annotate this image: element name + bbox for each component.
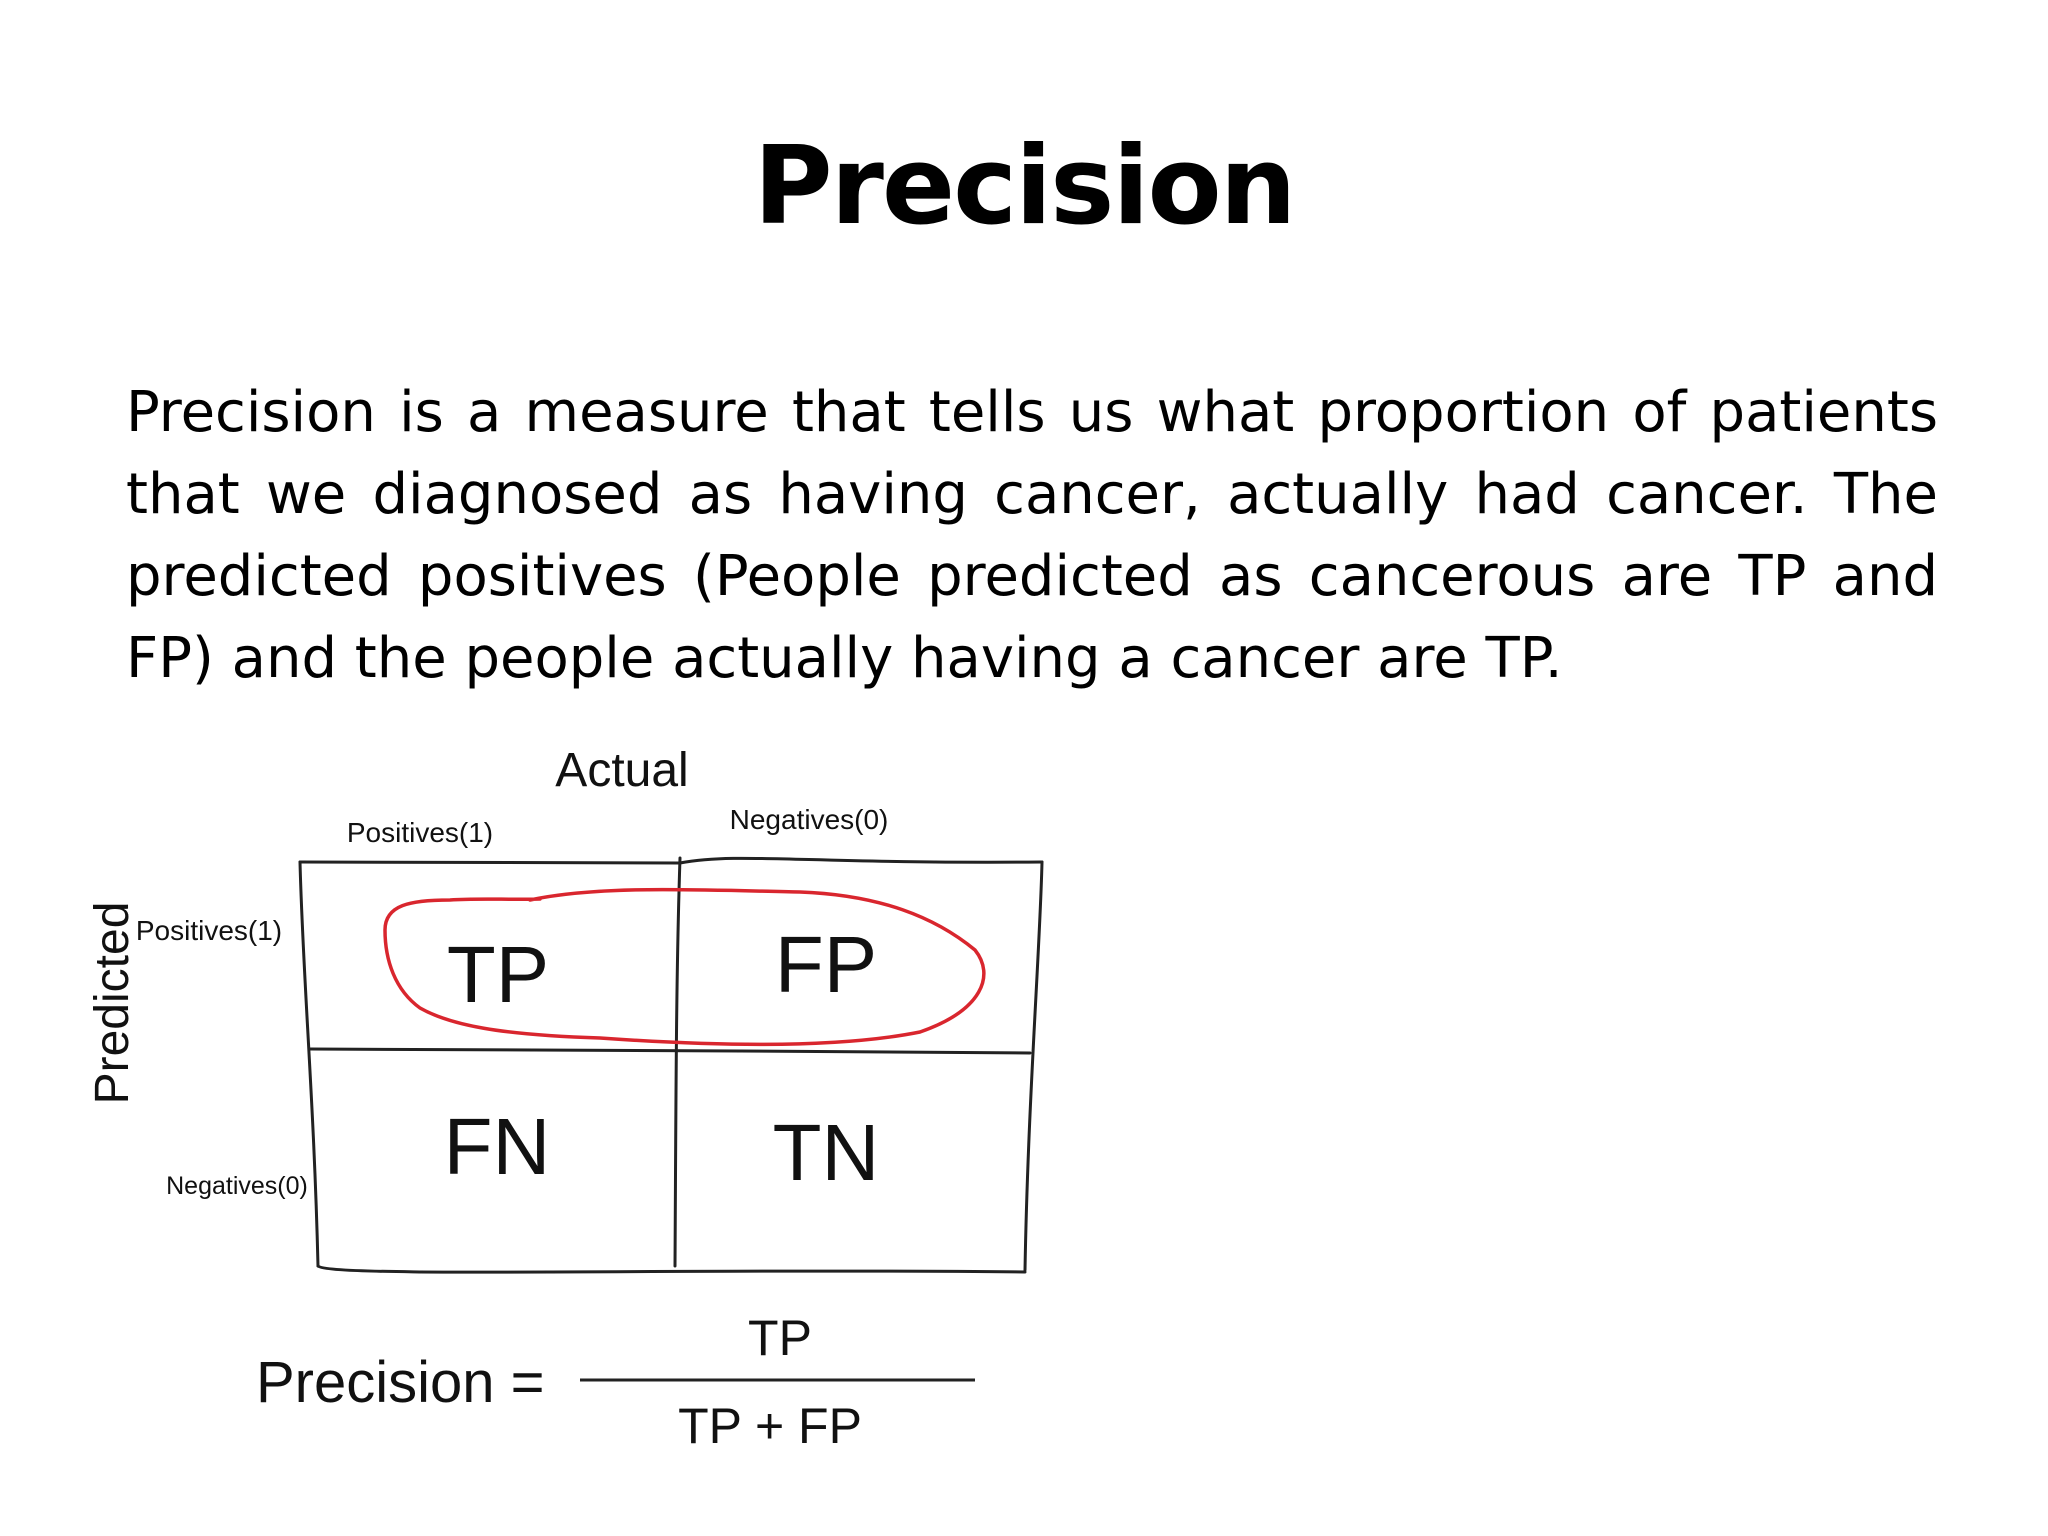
row-header-positives: Positives(1) [136,915,282,946]
column-header-positives: Positives(1) [347,817,493,848]
row-header-negatives: Negatives(0) [166,1172,308,1200]
cell-false-positive: FP [775,920,877,1009]
column-header-negatives: Negatives(0) [730,804,889,835]
slide-body-text: Precision is a measure that tells us wha… [126,380,1938,691]
predicted-axis-label: Predicted [86,902,139,1105]
predicted-positive-highlight [383,887,986,1047]
grid-bottom-edge [316,1264,1027,1274]
grid-left-edge [298,860,320,1268]
formula-lhs: Precision = [256,1350,545,1415]
grid-right-edge [1023,860,1044,1272]
grid-top-edge [298,856,1044,865]
actual-axis-label: Actual [555,744,688,797]
formula-numerator: TP [748,1310,812,1366]
cell-false-negative: FN [444,1102,551,1191]
cell-true-positive: TP [447,930,549,1019]
grid-vertical-divider [673,856,682,1268]
grid-horizontal-divider [308,1047,1032,1055]
matrix-grid [298,856,1044,1274]
slide-title: Precision [753,124,1296,249]
cell-true-negative: TN [773,1108,880,1197]
formula-denominator: TP + FP [678,1398,862,1454]
